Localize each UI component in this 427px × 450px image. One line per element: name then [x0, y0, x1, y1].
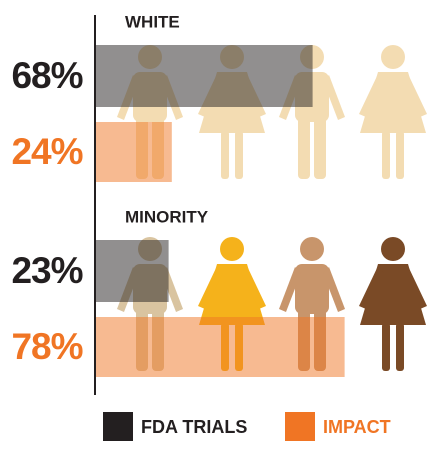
bars — [95, 45, 345, 377]
legend-label: IMPACT — [323, 417, 391, 437]
value-label: 68% — [11, 55, 82, 96]
bar — [95, 317, 345, 377]
value-label: 78% — [11, 326, 82, 367]
legend-swatch — [103, 412, 133, 441]
bar — [95, 122, 172, 182]
labels: WHITE 68% 24% MINORITY 23% 78% FDA TRIALS IMPAC… — [11, 12, 391, 441]
bar — [95, 45, 313, 107]
bar — [95, 240, 169, 302]
category-label: MINORITY — [125, 207, 209, 226]
category-label: WHITE — [125, 12, 180, 31]
value-label: 23% — [11, 250, 82, 291]
legend-label: FDA TRIALS — [141, 417, 247, 437]
legend-swatch — [285, 412, 315, 441]
value-label: 24% — [11, 131, 82, 172]
